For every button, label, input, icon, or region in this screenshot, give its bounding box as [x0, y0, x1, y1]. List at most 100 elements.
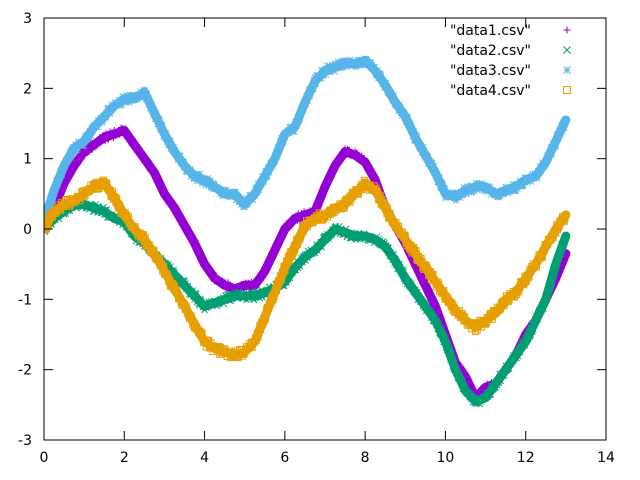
series-3-point — [545, 151, 553, 159]
series-1-point — [333, 163, 340, 170]
series-1-point — [201, 258, 208, 265]
series-3-point — [381, 84, 388, 91]
series-1-point — [74, 161, 81, 168]
series-3-point — [281, 133, 289, 141]
series-3-point — [513, 185, 521, 193]
series-3-point — [163, 135, 171, 143]
series-4-point — [131, 223, 139, 231]
series-3-point — [370, 63, 378, 71]
series-2-point — [514, 352, 522, 360]
series-1-point — [419, 273, 426, 280]
series-1-point — [480, 384, 487, 391]
x-tick-label: 0 — [40, 450, 49, 466]
series-3-point — [293, 120, 300, 127]
series-1-point — [137, 148, 144, 155]
legend-label-3: "data3.csv" — [450, 63, 531, 79]
series-1-point — [343, 151, 350, 158]
series-1-point — [125, 129, 132, 136]
series-3-point — [460, 184, 468, 191]
legend-marker-4 — [563, 86, 571, 94]
series-3-point — [436, 174, 443, 182]
series-4-point — [315, 209, 323, 217]
series-1-point — [163, 190, 170, 197]
series-3-point — [59, 165, 67, 173]
series-1-point — [168, 200, 175, 207]
series-1-point — [367, 166, 374, 173]
series-3-point — [419, 143, 427, 151]
series-4-point — [44, 226, 48, 234]
series-3-point — [430, 162, 438, 170]
series-2-point — [504, 365, 512, 372]
series-3-point — [489, 187, 497, 195]
series-1-point — [465, 378, 472, 385]
series-4-point — [339, 203, 347, 211]
series-3-point — [443, 189, 451, 197]
series-3-point — [278, 134, 285, 142]
series-1-point — [186, 229, 193, 236]
series-3-point — [532, 172, 540, 180]
series-3-point — [97, 114, 105, 122]
series-3-point — [44, 204, 51, 211]
series-3-point — [279, 138, 287, 145]
series-3-point — [54, 176, 62, 184]
series-4-point — [514, 288, 522, 296]
series-2-point — [400, 268, 407, 275]
series-1-point — [413, 263, 420, 270]
series-1-point — [228, 283, 235, 290]
series-1-point — [281, 227, 288, 234]
series-2-point — [449, 362, 457, 370]
series-1-point — [172, 202, 179, 209]
series-3-point — [211, 180, 218, 188]
series-3-point — [161, 132, 169, 140]
series-2-point — [562, 232, 570, 240]
series-3-point — [122, 98, 130, 106]
series-3-point — [118, 101, 126, 109]
series-2-point — [432, 320, 440, 327]
series-1-point — [94, 140, 101, 147]
series-1-point — [296, 213, 303, 220]
series-1-point — [429, 295, 436, 302]
series-3-point — [151, 109, 158, 116]
series-2-point — [557, 250, 565, 258]
y-tick-label: -3 — [18, 433, 32, 449]
series-3-point — [275, 147, 283, 154]
series-2-point — [523, 334, 530, 342]
series-1-point — [129, 136, 136, 143]
series-4-point — [358, 185, 366, 193]
series-3-point — [349, 62, 356, 70]
series-4-point — [102, 179, 110, 187]
series-3-point — [342, 63, 350, 70]
series-4-point — [272, 287, 280, 295]
series-3-point — [335, 59, 343, 67]
series-3-point — [519, 182, 527, 189]
series-3-point — [479, 183, 487, 190]
series-1-point — [330, 167, 337, 174]
series-1-point — [468, 381, 475, 388]
series-3-point — [459, 190, 467, 198]
series-3-point — [336, 64, 344, 72]
series-3-point — [94, 123, 101, 131]
series-4-point — [542, 242, 550, 250]
series-1-point — [76, 154, 83, 161]
series-3-point — [420, 147, 428, 154]
series-1-point — [152, 168, 159, 175]
series-1-point — [102, 138, 109, 145]
series-1-point — [85, 148, 92, 155]
series-3-point — [373, 71, 381, 79]
series-1-point — [68, 169, 75, 176]
series-2-point — [171, 268, 178, 276]
series-3-point — [470, 187, 478, 195]
series-3-point — [462, 190, 470, 198]
series-3-point — [162, 130, 170, 137]
series-3-point — [312, 80, 320, 88]
series-4-point — [435, 280, 443, 288]
series-3-point — [407, 123, 415, 130]
series-1-point — [209, 272, 216, 279]
series-3-point — [457, 194, 464, 201]
series-1-point — [136, 144, 143, 151]
series-4-point — [197, 328, 205, 336]
series-2-point — [413, 288, 421, 296]
series-1-point — [158, 184, 165, 191]
legend-label-1: "data1.csv" — [450, 23, 531, 39]
series-1-point — [178, 215, 185, 222]
